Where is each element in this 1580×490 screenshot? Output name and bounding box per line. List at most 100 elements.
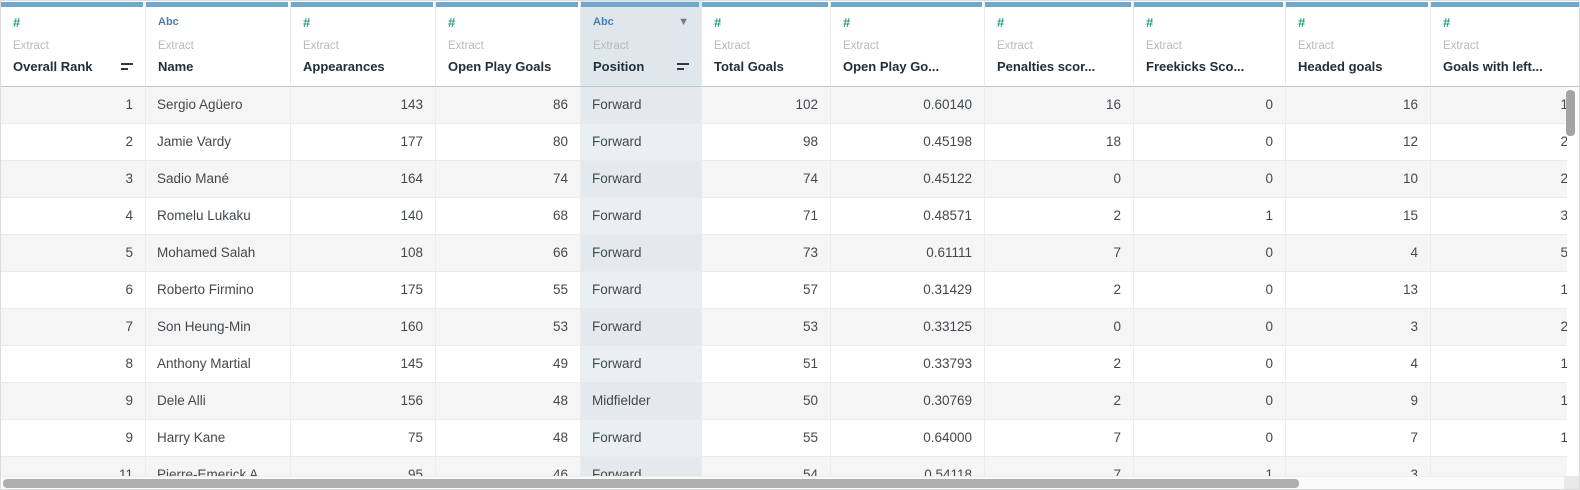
cell-appearances[interactable]: 160 bbox=[291, 309, 436, 346]
column-header-penalties_scored[interactable]: # Extract Penalties scor... bbox=[985, 1, 1134, 87]
cell-headed_goals[interactable]: 3 bbox=[1286, 309, 1431, 346]
cell-rank[interactable]: 7 bbox=[1, 309, 146, 346]
cell-rank[interactable]: 5 bbox=[1, 235, 146, 272]
cell-position[interactable]: Forward bbox=[581, 235, 702, 272]
cell-open_play_goals_ratio[interactable]: 0.54118 bbox=[831, 457, 985, 478]
cell-headed_goals[interactable]: 9 bbox=[1286, 383, 1431, 420]
sort-indicator-icon[interactable] bbox=[121, 63, 133, 70]
cell-open_play_goals_ratio[interactable]: 0.33125 bbox=[831, 309, 985, 346]
cell-name[interactable]: Anthony Martial bbox=[146, 346, 291, 383]
cell-open_play_goals_ratio[interactable]: 0.45198 bbox=[831, 124, 985, 161]
cell-headed_goals[interactable]: 4 bbox=[1286, 346, 1431, 383]
column-header-open_play_goals[interactable]: # Extract Open Play Goals bbox=[436, 1, 581, 87]
cell-goals_left_foot[interactable]: 5 bbox=[1431, 235, 1567, 272]
cell-total_goals[interactable]: 53 bbox=[702, 309, 831, 346]
cell-rank[interactable]: 11 bbox=[1, 457, 146, 478]
cell-freekicks_scored[interactable]: 1 bbox=[1134, 198, 1286, 235]
cell-penalties_scored[interactable]: 2 bbox=[985, 198, 1134, 235]
cell-penalties_scored[interactable]: 16 bbox=[985, 87, 1134, 124]
cell-freekicks_scored[interactable]: 0 bbox=[1134, 124, 1286, 161]
cell-headed_goals[interactable]: 12 bbox=[1286, 124, 1431, 161]
cell-total_goals[interactable]: 98 bbox=[702, 124, 831, 161]
cell-penalties_scored[interactable]: 0 bbox=[985, 161, 1134, 198]
cell-open_play_goals_ratio[interactable]: 0.48571 bbox=[831, 198, 985, 235]
cell-goals_left_foot[interactable]: 1 bbox=[1431, 346, 1567, 383]
column-header-goals_left_foot[interactable]: # Extract Goals with left... bbox=[1431, 1, 1567, 87]
column-header-open_play_goals_ratio[interactable]: # Extract Open Play Go... bbox=[831, 1, 985, 87]
vertical-scrollbar-thumb[interactable] bbox=[1566, 90, 1575, 136]
cell-name[interactable]: Sergio Agüero bbox=[146, 87, 291, 124]
column-header-rank[interactable]: # Extract Overall Rank bbox=[1, 1, 146, 87]
cell-position[interactable]: Forward bbox=[581, 346, 702, 383]
cell-goals_left_foot[interactable]: 2 bbox=[1431, 309, 1567, 346]
cell-open_play_goals[interactable]: 66 bbox=[436, 235, 581, 272]
cell-open_play_goals_ratio[interactable]: 0.60140 bbox=[831, 87, 985, 124]
column-header-freekicks_scored[interactable]: # Extract Freekicks Sco... bbox=[1134, 1, 1286, 87]
cell-position[interactable]: Forward bbox=[581, 124, 702, 161]
cell-name[interactable]: Sadio Mané bbox=[146, 161, 291, 198]
cell-goals_left_foot[interactable]: 1 bbox=[1431, 272, 1567, 309]
cell-open_play_goals_ratio[interactable]: 0.31429 bbox=[831, 272, 985, 309]
cell-position[interactable]: Forward bbox=[581, 457, 702, 478]
cell-open_play_goals[interactable]: 86 bbox=[436, 87, 581, 124]
column-header-total_goals[interactable]: # Extract Total Goals bbox=[702, 1, 831, 87]
cell-headed_goals[interactable]: 15 bbox=[1286, 198, 1431, 235]
cell-total_goals[interactable]: 54 bbox=[702, 457, 831, 478]
cell-rank[interactable]: 2 bbox=[1, 124, 146, 161]
cell-total_goals[interactable]: 57 bbox=[702, 272, 831, 309]
column-header-appearances[interactable]: # Extract Appearances bbox=[291, 1, 436, 87]
cell-name[interactable]: Roberto Firmino bbox=[146, 272, 291, 309]
cell-goals_left_foot[interactable]: 2 bbox=[1431, 161, 1567, 198]
cell-freekicks_scored[interactable]: 0 bbox=[1134, 383, 1286, 420]
cell-name[interactable]: Dele Alli bbox=[146, 383, 291, 420]
cell-headed_goals[interactable]: 7 bbox=[1286, 420, 1431, 457]
cell-position[interactable]: Forward bbox=[581, 198, 702, 235]
cell-appearances[interactable]: 140 bbox=[291, 198, 436, 235]
cell-open_play_goals[interactable]: 55 bbox=[436, 272, 581, 309]
cell-appearances[interactable]: 145 bbox=[291, 346, 436, 383]
cell-appearances[interactable]: 164 bbox=[291, 161, 436, 198]
cell-freekicks_scored[interactable]: 1 bbox=[1134, 457, 1286, 478]
horizontal-scrollbar-track[interactable] bbox=[1, 476, 1565, 489]
cell-position[interactable]: Midfielder bbox=[581, 383, 702, 420]
cell-rank[interactable]: 6 bbox=[1, 272, 146, 309]
cell-penalties_scored[interactable]: 0 bbox=[985, 309, 1134, 346]
cell-appearances[interactable]: 108 bbox=[291, 235, 436, 272]
cell-goals_left_foot[interactable]: 1 bbox=[1431, 383, 1567, 420]
cell-total_goals[interactable]: 74 bbox=[702, 161, 831, 198]
cell-penalties_scored[interactable]: 7 bbox=[985, 457, 1134, 478]
cell-open_play_goals_ratio[interactable]: 0.61111 bbox=[831, 235, 985, 272]
cell-headed_goals[interactable]: 3 bbox=[1286, 457, 1431, 478]
cell-goals_left_foot[interactable]: 1 bbox=[1431, 420, 1567, 457]
cell-name[interactable]: Mohamed Salah bbox=[146, 235, 291, 272]
cell-name[interactable]: Harry Kane bbox=[146, 420, 291, 457]
cell-penalties_scored[interactable]: 2 bbox=[985, 346, 1134, 383]
cell-position[interactable]: Forward bbox=[581, 420, 702, 457]
cell-total_goals[interactable]: 73 bbox=[702, 235, 831, 272]
cell-appearances[interactable]: 75 bbox=[291, 420, 436, 457]
cell-freekicks_scored[interactable]: 0 bbox=[1134, 346, 1286, 383]
cell-total_goals[interactable]: 71 bbox=[702, 198, 831, 235]
cell-rank[interactable]: 3 bbox=[1, 161, 146, 198]
cell-penalties_scored[interactable]: 7 bbox=[985, 420, 1134, 457]
column-header-headed_goals[interactable]: # Extract Headed goals bbox=[1286, 1, 1431, 87]
cell-goals_left_foot[interactable]: 2 bbox=[1431, 124, 1567, 161]
cell-headed_goals[interactable]: 13 bbox=[1286, 272, 1431, 309]
cell-rank[interactable]: 4 bbox=[1, 198, 146, 235]
cell-headed_goals[interactable]: 10 bbox=[1286, 161, 1431, 198]
cell-rank[interactable]: 9 bbox=[1, 383, 146, 420]
cell-freekicks_scored[interactable]: 0 bbox=[1134, 235, 1286, 272]
cell-rank[interactable]: 1 bbox=[1, 87, 146, 124]
cell-position[interactable]: Forward bbox=[581, 272, 702, 309]
cell-open_play_goals_ratio[interactable]: 0.45122 bbox=[831, 161, 985, 198]
cell-rank[interactable]: 9 bbox=[1, 420, 146, 457]
cell-position[interactable]: Forward bbox=[581, 87, 702, 124]
cell-name[interactable]: Jamie Vardy bbox=[146, 124, 291, 161]
cell-open_play_goals[interactable]: 48 bbox=[436, 420, 581, 457]
cell-penalties_scored[interactable]: 2 bbox=[985, 272, 1134, 309]
cell-open_play_goals[interactable]: 80 bbox=[436, 124, 581, 161]
cell-appearances[interactable]: 156 bbox=[291, 383, 436, 420]
cell-open_play_goals_ratio[interactable]: 0.64000 bbox=[831, 420, 985, 457]
cell-open_play_goals_ratio[interactable]: 0.33793 bbox=[831, 346, 985, 383]
cell-open_play_goals[interactable]: 68 bbox=[436, 198, 581, 235]
